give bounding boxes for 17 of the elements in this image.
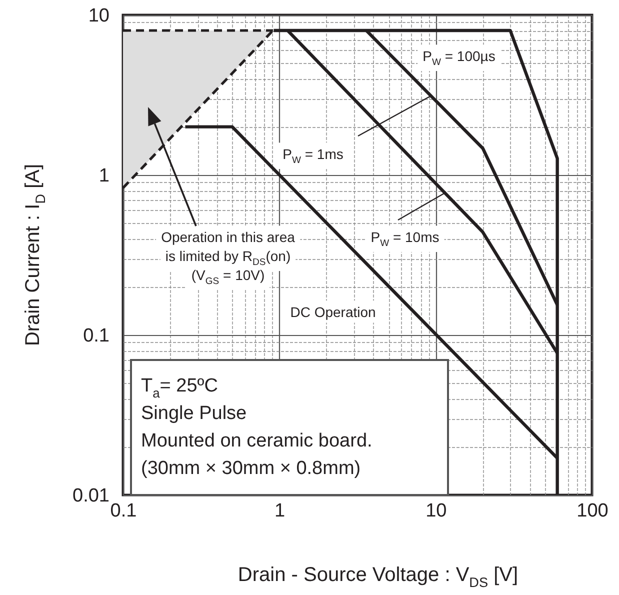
x-tick-label: 1 [274,500,286,522]
x-axis-title: Drain - Source Voltage : V$_{DS}$ [V] [238,564,518,590]
y-tick-label: 10 [88,6,110,26]
annotation: P$_{W}$ = 100µs [422,48,496,68]
x-tick-label: 10 [426,500,447,522]
annotation: T$_{a}$= 25ºC Single Pulse Mounted on ceramic board. (30mm × 30mm × 0.8mm) [141,375,372,479]
annotation: is limited by R$_{DS}$(on) [165,248,291,268]
x-tick-label: 100 [576,500,608,522]
annotation: P$_{W}$ = 10ms [370,228,440,250]
annotation: DC Operation [290,304,376,320]
annotation: P$_{W}$ = 1ms [282,146,344,166]
y-tick-label: 0.01 [72,486,110,506]
y-tick-label: 0.1 [83,326,110,346]
y-tick-label: 1 [98,166,110,186]
x-tick-label: 0.1 [110,500,137,522]
annotation: Operation in this area [161,228,296,245]
annotation: (V$_{GS}$ = 10V) [191,266,265,288]
